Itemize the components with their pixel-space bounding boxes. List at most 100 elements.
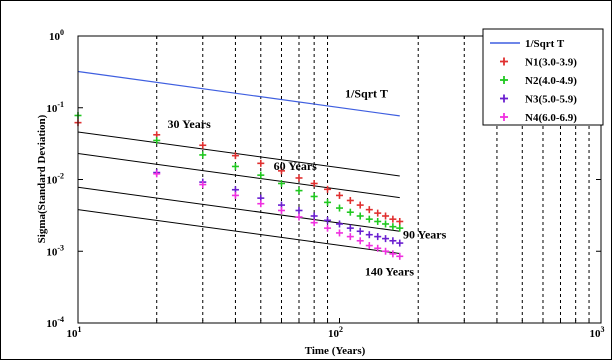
data-point — [153, 136, 161, 144]
series-4 — [153, 170, 404, 260]
legend-label: N3(5.0-5.9) — [525, 94, 577, 106]
data-point — [389, 237, 397, 245]
data-point — [365, 215, 373, 223]
data-point — [277, 206, 285, 214]
y-tick-label: 100 — [49, 28, 64, 43]
x-tick-label: 102 — [328, 325, 343, 340]
y-tick-label: 10-4 — [46, 315, 64, 330]
data-point — [389, 215, 397, 223]
legend: 1/Sqrt T N1(3.0-3.9) N2(4.0-4.9) N3(5.0-5.9… — [482, 28, 604, 126]
data-point — [324, 185, 332, 193]
data-point — [336, 220, 343, 228]
data-point — [295, 213, 303, 221]
axis-ticks: 101 102 103 10-4 10-3 10-2 10-1 100 — [46, 28, 604, 340]
fit-line — [77, 153, 400, 199]
data-point — [396, 224, 404, 232]
data-point — [356, 237, 364, 245]
legend-entry: N2(4.0-4.9) — [500, 75, 577, 87]
data-point — [374, 244, 382, 252]
data-point — [382, 247, 390, 255]
annotations: 1/Sqrt T 30 Years 60 Years 90 Years 140 Year… — [168, 86, 447, 278]
data-point — [382, 212, 390, 220]
x-axis-title: Time (Years) — [305, 345, 366, 357]
data-point — [396, 217, 404, 225]
data-point — [374, 233, 382, 241]
legend-label: N2(4.0-4.9) — [525, 75, 577, 87]
data-point — [346, 233, 354, 241]
data-point — [231, 191, 239, 199]
data-point — [389, 250, 397, 258]
annotation-label: 1/Sqrt T — [345, 86, 388, 100]
data-point — [153, 170, 161, 178]
data-point — [346, 224, 354, 232]
legend-label: N1(3.0-3.9) — [525, 57, 577, 69]
fit-line — [77, 186, 400, 232]
y-tick-label: 10-2 — [46, 172, 64, 187]
data-point — [365, 242, 373, 250]
data-point — [231, 152, 239, 160]
data-point — [231, 162, 239, 170]
data-point — [295, 187, 303, 195]
annotation-label: 30 Years — [168, 117, 212, 131]
data-point — [382, 235, 390, 243]
series-1 — [74, 119, 404, 225]
fit-lines — [77, 131, 400, 255]
annotation-label: 90 Years — [403, 228, 447, 242]
data-point — [374, 217, 382, 225]
data-point — [356, 201, 364, 209]
data-point — [310, 179, 318, 187]
reference-line-layer — [77, 70, 400, 117]
data-point — [199, 151, 207, 159]
data-point — [336, 229, 343, 237]
annotation-label: 60 Years — [274, 159, 318, 173]
data-point — [374, 209, 382, 217]
data-point — [199, 141, 207, 149]
data-point — [257, 159, 265, 167]
data-point — [310, 219, 318, 227]
reference-line-1-sqrt-t — [77, 70, 400, 117]
data-point — [336, 204, 343, 212]
data-point — [310, 212, 318, 220]
data-point — [324, 198, 332, 206]
data-point — [324, 224, 332, 232]
series-2 — [74, 111, 404, 232]
legend-entry: N1(3.0-3.9) — [500, 57, 577, 69]
legend-entry: N4(6.0-6.9) — [500, 112, 577, 124]
data-point — [199, 181, 207, 189]
x-tick-label: 103 — [590, 325, 605, 340]
data-point — [257, 200, 265, 208]
data-point — [396, 252, 404, 260]
legend-entry: 1/Sqrt T — [490, 38, 565, 50]
data-point — [295, 174, 303, 182]
data-point — [336, 191, 343, 199]
data-point — [346, 196, 354, 204]
y-axis-title: Sigma(Standard Deviation) — [36, 114, 48, 243]
legend-label: N4(6.0-6.9) — [525, 112, 577, 124]
data-point — [365, 231, 373, 239]
data-point — [382, 220, 390, 228]
data-points — [74, 111, 404, 260]
legend-box — [482, 28, 604, 126]
data-point — [365, 206, 373, 214]
fit-line — [77, 131, 400, 177]
data-point — [257, 171, 265, 179]
legend-label: 1/Sqrt T — [525, 38, 565, 50]
data-point — [356, 212, 364, 220]
y-tick-label: 10-1 — [46, 100, 64, 115]
data-point — [356, 227, 364, 235]
data-point — [310, 192, 318, 200]
data-point — [324, 216, 332, 224]
annotation-label: 140 Years — [365, 264, 415, 278]
data-point — [346, 208, 354, 216]
data-point — [295, 206, 303, 214]
x-tick-label: 101 — [67, 325, 82, 340]
legend-entry: N3(5.0-5.9) — [500, 94, 577, 106]
data-point — [396, 239, 404, 247]
data-point — [389, 223, 397, 231]
y-tick-label: 10-3 — [46, 243, 64, 258]
data-point — [277, 179, 285, 187]
fit-line — [77, 209, 400, 255]
data-point — [277, 167, 285, 175]
